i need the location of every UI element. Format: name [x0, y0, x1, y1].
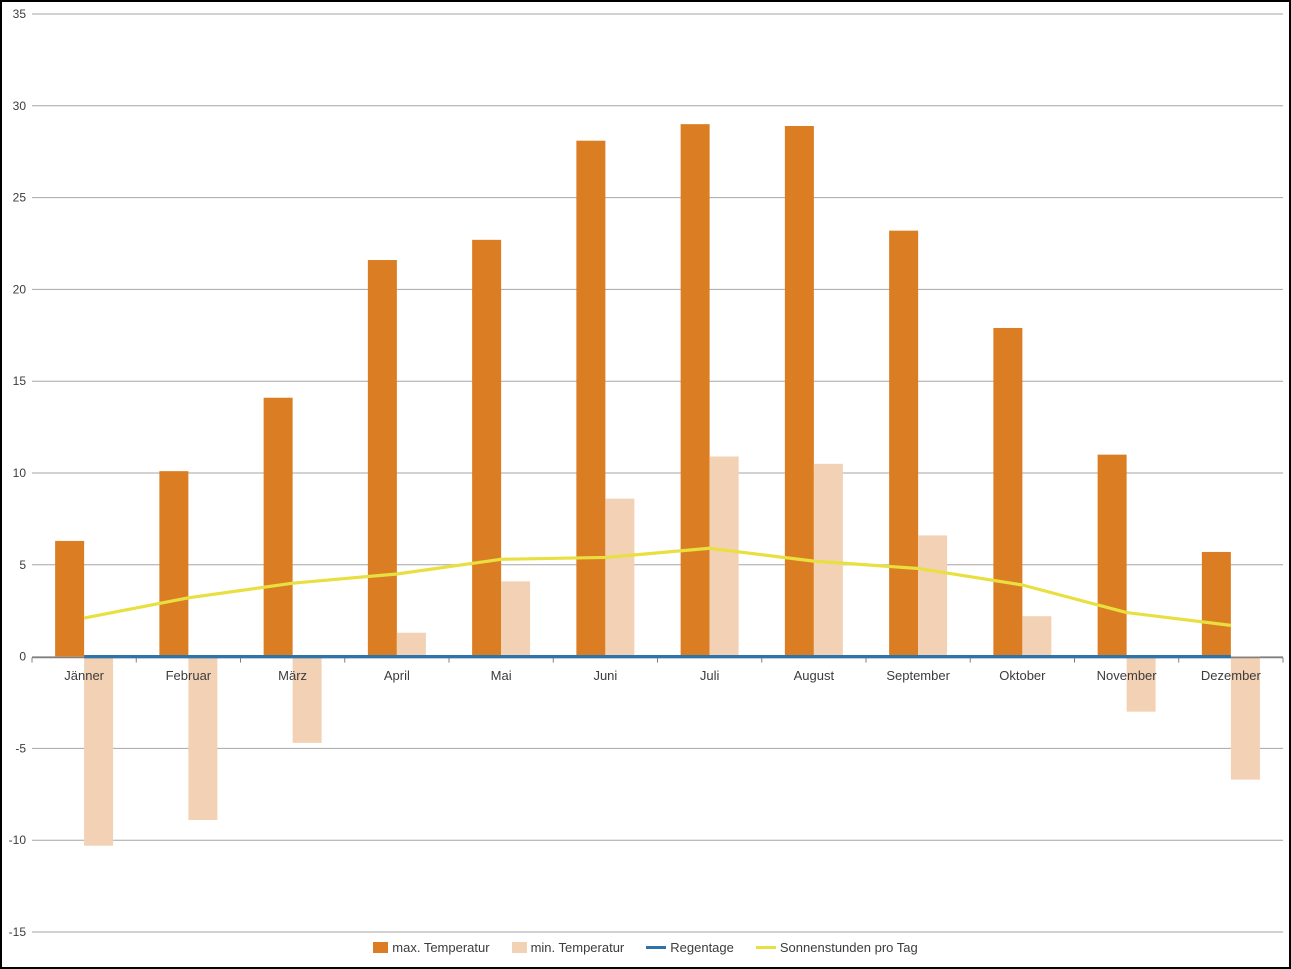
bar-min-temperatur-februar — [188, 656, 218, 821]
bar-max-temperatur-august — [784, 125, 814, 657]
bar-min-temperatur-jänner — [84, 656, 114, 846]
legend-item-sonnenstunden-pro-tag: Sonnenstunden pro Tag — [755, 940, 918, 955]
bar-max-temperatur-april — [367, 260, 397, 657]
bar-max-temperatur-september — [889, 230, 919, 657]
bar-max-temperatur-dezember — [1201, 551, 1231, 657]
bar-min-temperatur-april — [396, 632, 426, 657]
bar-max-temperatur-juli — [680, 124, 710, 657]
x-axis-label-november: November — [1097, 668, 1158, 683]
bar-max-temperatur-juni — [576, 140, 606, 657]
series-line-sonnenstunden-pro-tag — [83, 546, 1232, 627]
bar-max-temperatur-mai — [472, 239, 502, 657]
y-axis-tick-label: -15 — [9, 925, 27, 939]
bar-min-temperatur-juli — [709, 456, 739, 657]
legend-item-min-temperatur: min. Temperatur — [511, 940, 625, 955]
x-axis-label-april: April — [384, 668, 410, 683]
x-axis-label-august: August — [794, 668, 835, 683]
y-axis-tick-label: 5 — [19, 558, 26, 572]
x-axis-label-juli: Juli — [700, 668, 720, 683]
bar-max-temperatur-oktober — [993, 327, 1023, 657]
x-axis-label-oktober: Oktober — [999, 668, 1046, 683]
bar-max-temperatur-jänner — [55, 540, 85, 657]
legend-item-regentage: Regentage — [646, 940, 734, 955]
chart-legend: max. Temperatur min. Temperatur Regentage S… — [2, 940, 1289, 955]
legend-swatch-icon — [373, 942, 389, 953]
legend-line-icon — [755, 946, 776, 949]
x-axis-label-februar: Februar — [166, 668, 212, 683]
legend-item-max-temperatur: max. Temperatur — [373, 940, 490, 955]
legend-label: min. Temperatur — [530, 940, 625, 955]
y-axis-tick-label: 0 — [19, 650, 26, 664]
y-axis-tick-label: 30 — [13, 99, 27, 113]
x-axis-label-juni: Juni — [593, 668, 617, 683]
legend-label: Regentage — [670, 940, 734, 955]
bar-max-temperatur-märz — [263, 397, 293, 657]
legend-line-icon — [646, 946, 667, 949]
bar-min-temperatur-märz — [292, 656, 322, 743]
bar-min-temperatur-juni — [605, 498, 635, 657]
legend-label: max. Temperatur — [392, 940, 490, 955]
y-axis-tick-label: 20 — [13, 282, 27, 296]
x-axis-label-märz: März — [278, 668, 307, 683]
y-axis-tick-label: -10 — [9, 833, 27, 847]
legend-swatch-icon — [511, 942, 527, 953]
bar-min-temperatur-mai — [501, 581, 531, 657]
y-axis-tick-label: 25 — [13, 191, 27, 205]
y-axis-tick-label: -5 — [15, 741, 26, 755]
x-axis-label-mai: Mai — [491, 668, 512, 683]
x-axis-label-dezember: Dezember — [1201, 668, 1262, 683]
bar-max-temperatur-november — [1097, 454, 1127, 657]
bar-min-temperatur-september — [918, 535, 948, 657]
x-axis-label-jänner: Jänner — [64, 668, 104, 683]
x-axis-label-september: September — [886, 668, 950, 683]
bar-max-temperatur-februar — [159, 471, 189, 657]
y-axis-tick-label: 35 — [13, 7, 27, 21]
bar-min-temperatur-oktober — [1022, 616, 1052, 657]
bar-min-temperatur-dezember — [1230, 656, 1260, 780]
y-axis-tick-label: 10 — [13, 466, 27, 480]
bar-min-temperatur-november — [1126, 656, 1156, 712]
y-axis-tick-label: 15 — [13, 374, 27, 388]
legend-label: Sonnenstunden pro Tag — [779, 940, 918, 955]
